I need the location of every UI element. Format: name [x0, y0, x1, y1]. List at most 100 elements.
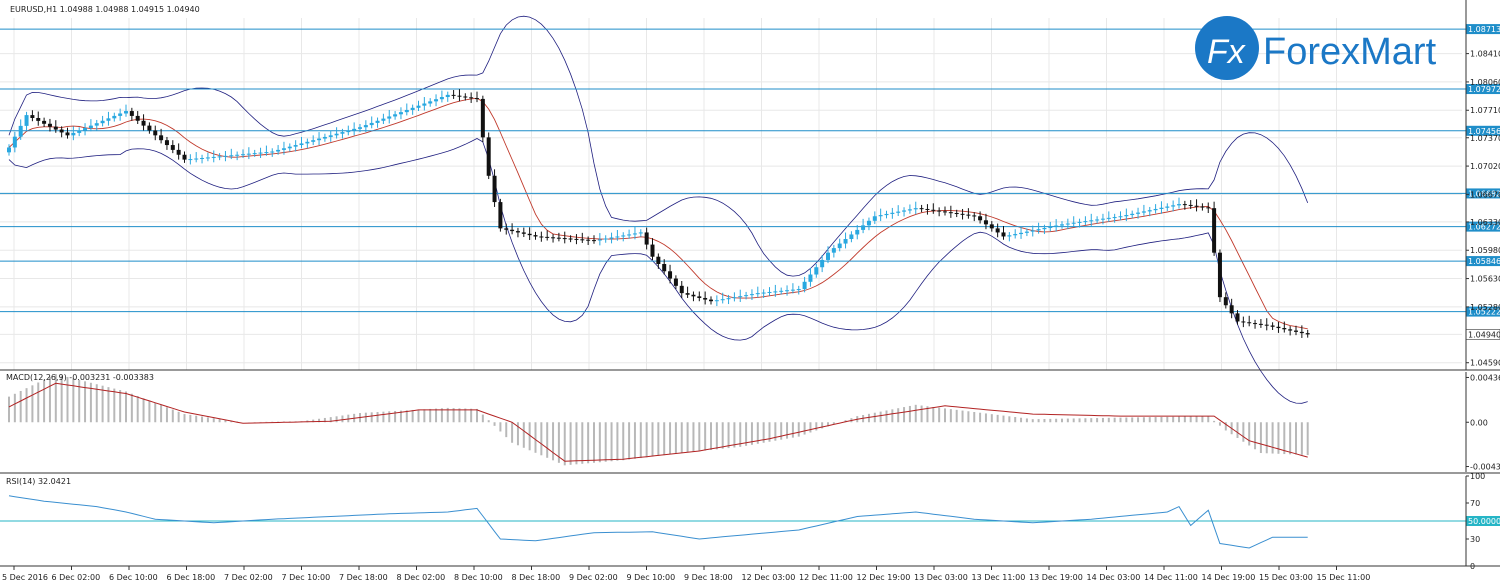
- price-tick-label: 1.04590: [1470, 359, 1500, 368]
- candle-body: [422, 103, 427, 106]
- candle-body: [1077, 221, 1082, 223]
- logo-fx-icon: Fx: [1207, 33, 1246, 71]
- candle-body: [1036, 229, 1041, 231]
- candle-body: [679, 285, 684, 294]
- candle-body: [703, 297, 708, 300]
- candle-body: [592, 240, 596, 242]
- macd-tick-label: -0.004316: [1470, 463, 1500, 472]
- candle-body: [299, 143, 304, 146]
- candle-body: [556, 237, 561, 239]
- time-tick-label: 6 Dec 18:00: [167, 573, 216, 582]
- time-tick-label: 12 Dec 11:00: [799, 573, 853, 582]
- time-tick-label: 6 Dec 10:00: [109, 573, 158, 582]
- candle-body: [106, 118, 111, 121]
- candle-body: [317, 138, 322, 141]
- candle-body: [1112, 217, 1117, 219]
- rsi-title: RSI(14) 32.0421: [6, 477, 71, 486]
- candle-body: [744, 295, 749, 297]
- candle-body: [293, 145, 298, 147]
- candle-body: [504, 228, 509, 230]
- candle-body: [843, 239, 848, 244]
- level-price-label: 1.06272: [1468, 223, 1500, 232]
- candle-body: [1147, 210, 1152, 212]
- candle-body: [1159, 207, 1164, 209]
- level-price-tag: [1466, 84, 1500, 95]
- candle-body: [714, 300, 719, 302]
- time-tick-label: 14 Dec 11:00: [1144, 573, 1198, 582]
- candle-body: [931, 209, 936, 211]
- candle-body: [428, 101, 433, 104]
- candle-body: [1030, 230, 1035, 232]
- candle-body: [1276, 326, 1281, 329]
- level-price-label: 1.07456: [1468, 127, 1500, 136]
- candle-body: [36, 117, 41, 121]
- candle-body: [118, 113, 123, 116]
- candle-body: [1194, 205, 1199, 207]
- candle-body: [615, 236, 620, 238]
- candle-body: [586, 239, 591, 241]
- candle-body: [176, 149, 181, 155]
- candle-body: [966, 214, 971, 216]
- candle-body: [1247, 322, 1252, 324]
- candle-body: [65, 132, 70, 136]
- candle-body: [568, 238, 573, 240]
- candle-body: [1042, 227, 1047, 230]
- candle-body: [878, 215, 883, 217]
- price-tick-label: 1.08410: [1470, 50, 1500, 59]
- candle-body: [831, 248, 836, 253]
- candle-body: [872, 216, 877, 221]
- candle-body: [767, 291, 772, 293]
- candle-body: [995, 228, 1000, 233]
- main-price-pane[interactable]: 1.08713 1.07972 1.07456 1.06682 1.06272 1.058…: [0, 0, 1500, 404]
- candle-body: [498, 202, 503, 229]
- candle-body: [562, 238, 567, 240]
- rsi-pane[interactable]: 50.000010070300: [0, 472, 1500, 571]
- candle-body: [785, 290, 790, 292]
- candle-body: [164, 140, 169, 146]
- candle-body: [24, 115, 29, 126]
- candle-body: [545, 236, 550, 238]
- candle-body: [375, 120, 380, 123]
- candle-body: [223, 155, 228, 157]
- time-tick-label: 6 Dec 02:00: [52, 573, 101, 582]
- candle-body: [755, 293, 760, 295]
- candle-body: [135, 115, 140, 121]
- candle-body: [790, 289, 795, 291]
- candle-body: [884, 213, 889, 216]
- candle-body: [328, 135, 333, 137]
- macd-signal-line: [8, 382, 1308, 462]
- candle-body: [1241, 321, 1246, 323]
- candle-body: [779, 290, 784, 292]
- candle-body: [1200, 206, 1205, 208]
- candle-body: [264, 152, 269, 154]
- candle-body: [71, 132, 76, 136]
- candle-body: [112, 115, 117, 119]
- candle-body: [761, 292, 766, 294]
- candle-body: [937, 210, 942, 212]
- time-tick-label: 5 Dec 2016: [2, 573, 48, 582]
- candle-body: [925, 208, 930, 210]
- candle-body: [662, 263, 667, 272]
- time-tick-label: 15 Dec 11:00: [1317, 573, 1371, 582]
- candle-body: [796, 289, 801, 291]
- candle-body: [18, 125, 23, 137]
- macd-pane[interactable]: 0.004367 0.00 -0.004316: [0, 372, 1500, 474]
- candle-body: [398, 112, 403, 115]
- candle-body: [30, 115, 35, 118]
- candle-body: [855, 229, 860, 235]
- level-price-label: 1.07972: [1468, 85, 1500, 94]
- candle-body: [709, 299, 713, 302]
- candle-body: [1206, 207, 1211, 209]
- candle-body: [902, 210, 907, 212]
- candle-body: [159, 135, 164, 141]
- price-tick-label: 1.06670: [1470, 190, 1500, 199]
- candle-body: [1253, 323, 1258, 325]
- candle-body: [597, 239, 602, 241]
- candle-body: [814, 267, 819, 275]
- candle-body: [141, 120, 146, 126]
- candle-body: [1024, 231, 1029, 233]
- time-tick-label: 7 Dec 02:00: [224, 573, 273, 582]
- candle-body: [574, 238, 579, 240]
- candle-body: [475, 98, 479, 100]
